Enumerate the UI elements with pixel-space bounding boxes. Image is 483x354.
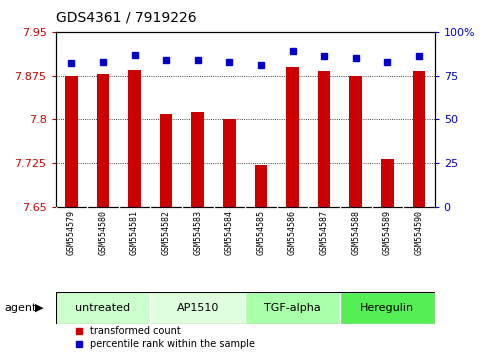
- Bar: [340, 292, 435, 324]
- Text: TGF-alpha: TGF-alpha: [264, 303, 321, 313]
- Text: GSM554584: GSM554584: [225, 210, 234, 255]
- Text: GSM554582: GSM554582: [162, 210, 170, 255]
- Text: GSM554588: GSM554588: [351, 210, 360, 255]
- Text: GSM554581: GSM554581: [130, 210, 139, 255]
- Text: GSM554579: GSM554579: [67, 210, 76, 255]
- Text: GSM554586: GSM554586: [288, 210, 297, 255]
- Bar: [255, 165, 267, 207]
- Bar: [245, 292, 340, 324]
- Bar: [128, 70, 141, 207]
- Text: GSM554590: GSM554590: [414, 210, 424, 255]
- Text: GDS4361 / 7919226: GDS4361 / 7919226: [56, 11, 196, 25]
- Bar: [97, 74, 109, 207]
- Bar: [286, 67, 299, 207]
- Bar: [412, 71, 425, 207]
- Text: agent: agent: [5, 303, 37, 313]
- Text: untreated: untreated: [75, 303, 130, 313]
- Bar: [65, 76, 78, 207]
- Bar: [349, 76, 362, 207]
- Text: GSM554585: GSM554585: [256, 210, 266, 255]
- Bar: [318, 71, 330, 207]
- Bar: [191, 112, 204, 207]
- Text: GSM554583: GSM554583: [193, 210, 202, 255]
- Text: GSM554587: GSM554587: [320, 210, 328, 255]
- Bar: [160, 114, 172, 207]
- Bar: [223, 120, 236, 207]
- Legend: transformed count, percentile rank within the sample: transformed count, percentile rank withi…: [75, 326, 256, 349]
- Bar: [56, 292, 150, 324]
- Text: ▶: ▶: [35, 303, 44, 313]
- Text: AP1510: AP1510: [177, 303, 219, 313]
- Text: GSM554580: GSM554580: [99, 210, 107, 255]
- Bar: [381, 159, 394, 207]
- Text: Heregulin: Heregulin: [360, 303, 414, 313]
- Bar: [150, 292, 245, 324]
- Text: GSM554589: GSM554589: [383, 210, 392, 255]
